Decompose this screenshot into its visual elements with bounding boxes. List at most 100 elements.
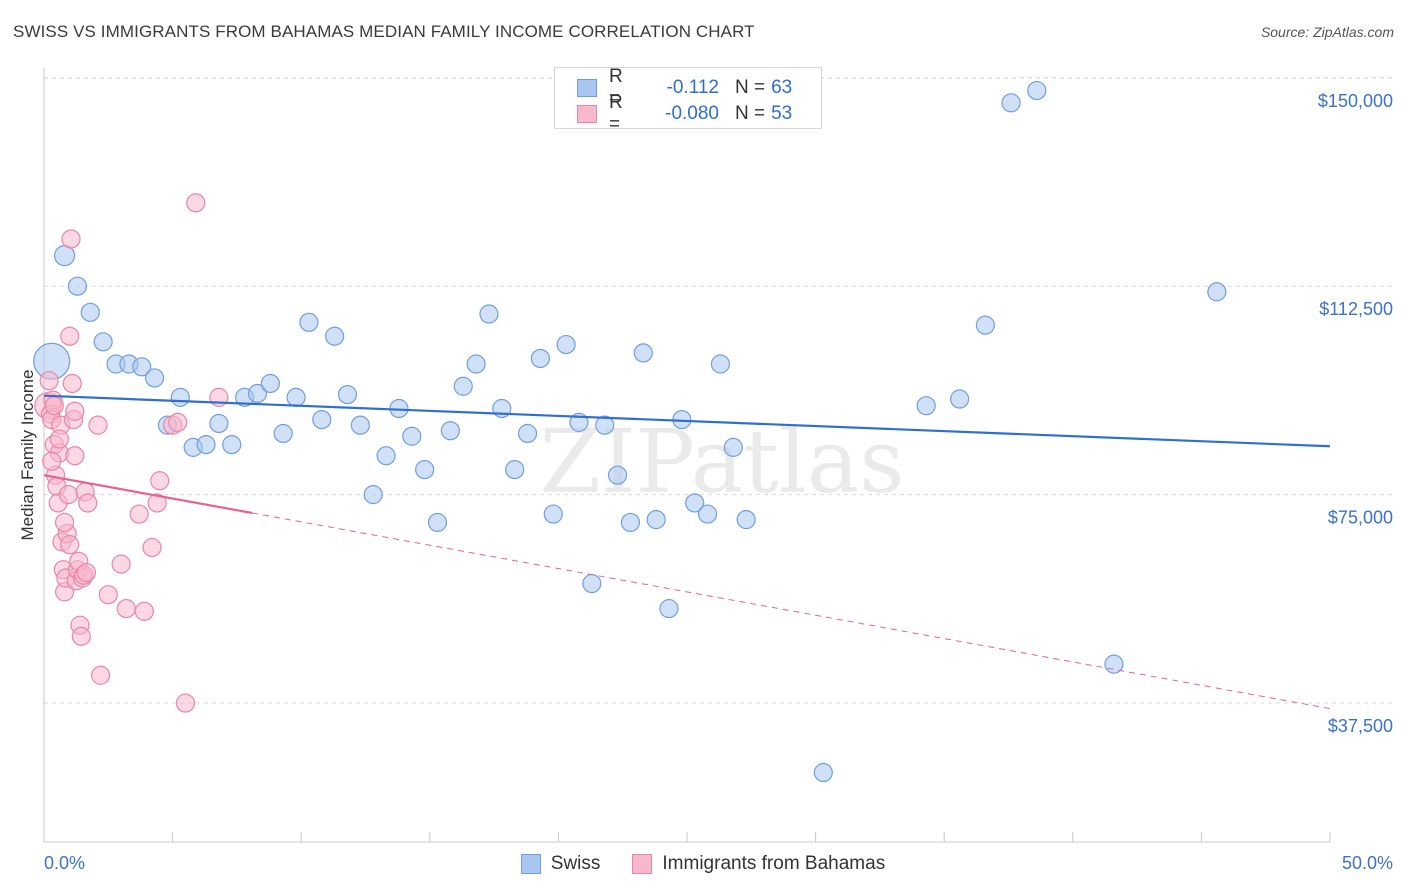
bahamas-point[interactable] [71, 626, 91, 646]
swiss-point[interactable] [325, 326, 345, 346]
correlation-legend: R = -0.112 N = 63 R = -0.080 N = 53 [554, 66, 822, 135]
bahamas-point[interactable] [90, 665, 111, 685]
y-axis-label: Median Family Income [18, 369, 37, 540]
swiss-point[interactable] [633, 343, 653, 363]
swiss-point[interactable] [723, 437, 743, 457]
swiss-point[interactable] [607, 465, 628, 485]
bahamas-point[interactable] [60, 326, 80, 346]
bahamas-point[interactable] [76, 562, 97, 583]
r-value: -0.080 [665, 103, 719, 124]
trend-lines [43, 394, 1331, 710]
swiss-point[interactable] [685, 493, 705, 513]
swiss-point[interactable] [132, 357, 152, 377]
y-tick-label: $150,000 [1318, 91, 1393, 111]
x-tick-label-max: 50.0% [1342, 853, 1393, 873]
swiss-point[interactable] [260, 373, 280, 394]
swiss-point[interactable] [479, 304, 499, 324]
legend-row-swiss: R = -0.112 N = 63 [577, 66, 792, 109]
swiss-point[interactable] [466, 354, 486, 374]
bahamas-point[interactable] [65, 446, 85, 466]
swiss-point[interactable] [299, 312, 319, 332]
swiss-point[interactable] [1027, 80, 1047, 101]
bahamas-point[interactable] [98, 585, 118, 605]
swiss-point[interactable] [505, 460, 525, 480]
legend-item-swiss[interactable]: Swiss [520, 853, 600, 875]
swiss-point[interactable] [736, 510, 756, 530]
swiss-point[interactable] [595, 415, 615, 435]
swiss-point[interactable] [222, 435, 242, 455]
swiss-point[interactable] [337, 384, 358, 405]
bahamas-point[interactable] [134, 601, 154, 621]
swiss-point[interactable] [813, 762, 833, 783]
swiss-point[interactable] [620, 512, 641, 533]
swiss-point[interactable] [144, 368, 165, 388]
swiss-point[interactable] [196, 435, 216, 455]
legend-row-bahamas: R = -0.080 N = 53 [577, 92, 793, 135]
x-tick-label-min: 0.0% [44, 853, 85, 873]
swiss-point[interactable] [170, 387, 190, 407]
source-credit: Source: ZipAtlas.com [1260, 24, 1394, 40]
swiss-point[interactable] [975, 315, 995, 335]
bahamas-point[interactable] [142, 537, 162, 558]
swiss-point[interactable] [67, 276, 88, 296]
bahamas-point[interactable] [49, 429, 70, 449]
swiss-point[interactable] [556, 334, 576, 355]
r-label: R = [609, 66, 623, 109]
series-legend: Swiss Immigrants from Bahamas [0, 851, 1406, 877]
swiss-point[interactable] [440, 421, 460, 441]
swiss-point[interactable] [646, 510, 666, 530]
swiss-point[interactable] [53, 245, 76, 267]
swiss-point[interactable] [376, 446, 396, 466]
bahamas-point[interactable] [168, 412, 188, 432]
swiss-point[interactable] [1207, 282, 1227, 302]
n-value: 53 [771, 103, 793, 124]
bahamas-point[interactable] [65, 401, 85, 421]
points [33, 80, 1227, 783]
swiss-point[interactable] [402, 426, 422, 446]
bahamas-point[interactable] [147, 493, 167, 513]
swiss-point[interactable] [517, 423, 538, 444]
bahamas-point[interactable] [58, 485, 79, 505]
swiss-point[interactable] [543, 504, 563, 524]
swiss-point[interactable] [1001, 93, 1021, 113]
legend-item-bahamas[interactable]: Immigrants from Bahamas [632, 853, 885, 875]
swiss-point[interactable] [427, 512, 448, 533]
swiss-point[interactable] [582, 573, 602, 594]
bahamas-point[interactable] [54, 512, 75, 533]
swiss-point[interactable] [916, 396, 936, 416]
swiss-point[interactable] [286, 387, 306, 407]
swiss-point[interactable] [659, 598, 679, 619]
bahamas-point[interactable] [88, 415, 108, 435]
swiss-point[interactable] [350, 415, 370, 435]
bahamas-point[interactable] [116, 598, 136, 619]
swiss-point[interactable] [697, 504, 718, 524]
bahamas-point[interactable] [42, 451, 62, 471]
bahamas-point[interactable] [111, 554, 131, 574]
swiss-point[interactable] [209, 413, 229, 434]
swiss-point[interactable] [453, 376, 473, 396]
swiss-point[interactable] [710, 354, 731, 374]
r-label: R = [609, 92, 623, 135]
bahamas-point[interactable] [60, 535, 80, 555]
bahamas-point[interactable] [150, 471, 170, 491]
bahamas-point[interactable] [78, 493, 98, 513]
swiss-swatch-icon [520, 854, 541, 874]
axes: $37,500 $75,000 $112,500 $150,000 [43, 68, 1393, 843]
swiss-point[interactable] [312, 410, 332, 430]
bahamas-point[interactable] [44, 396, 64, 416]
chart-title: SWISS VS IMMIGRANTS FROM BAHAMAS MEDIAN … [13, 22, 755, 41]
swiss-point[interactable] [950, 389, 970, 409]
swiss-point[interactable] [273, 423, 293, 444]
swiss-point[interactable] [93, 332, 113, 352]
bahamas-point[interactable] [129, 504, 149, 524]
swiss-point[interactable] [530, 348, 550, 369]
swiss-point[interactable] [247, 383, 268, 404]
bahamas-point[interactable] [186, 193, 206, 213]
swiss-point[interactable] [80, 302, 100, 322]
bahamas-point[interactable] [61, 229, 81, 249]
bahamas-point[interactable] [175, 693, 196, 713]
bahamas-point[interactable] [62, 373, 82, 394]
swiss-point[interactable] [363, 485, 383, 505]
swiss-point[interactable] [415, 460, 435, 480]
bahamas-point[interactable] [39, 371, 59, 391]
